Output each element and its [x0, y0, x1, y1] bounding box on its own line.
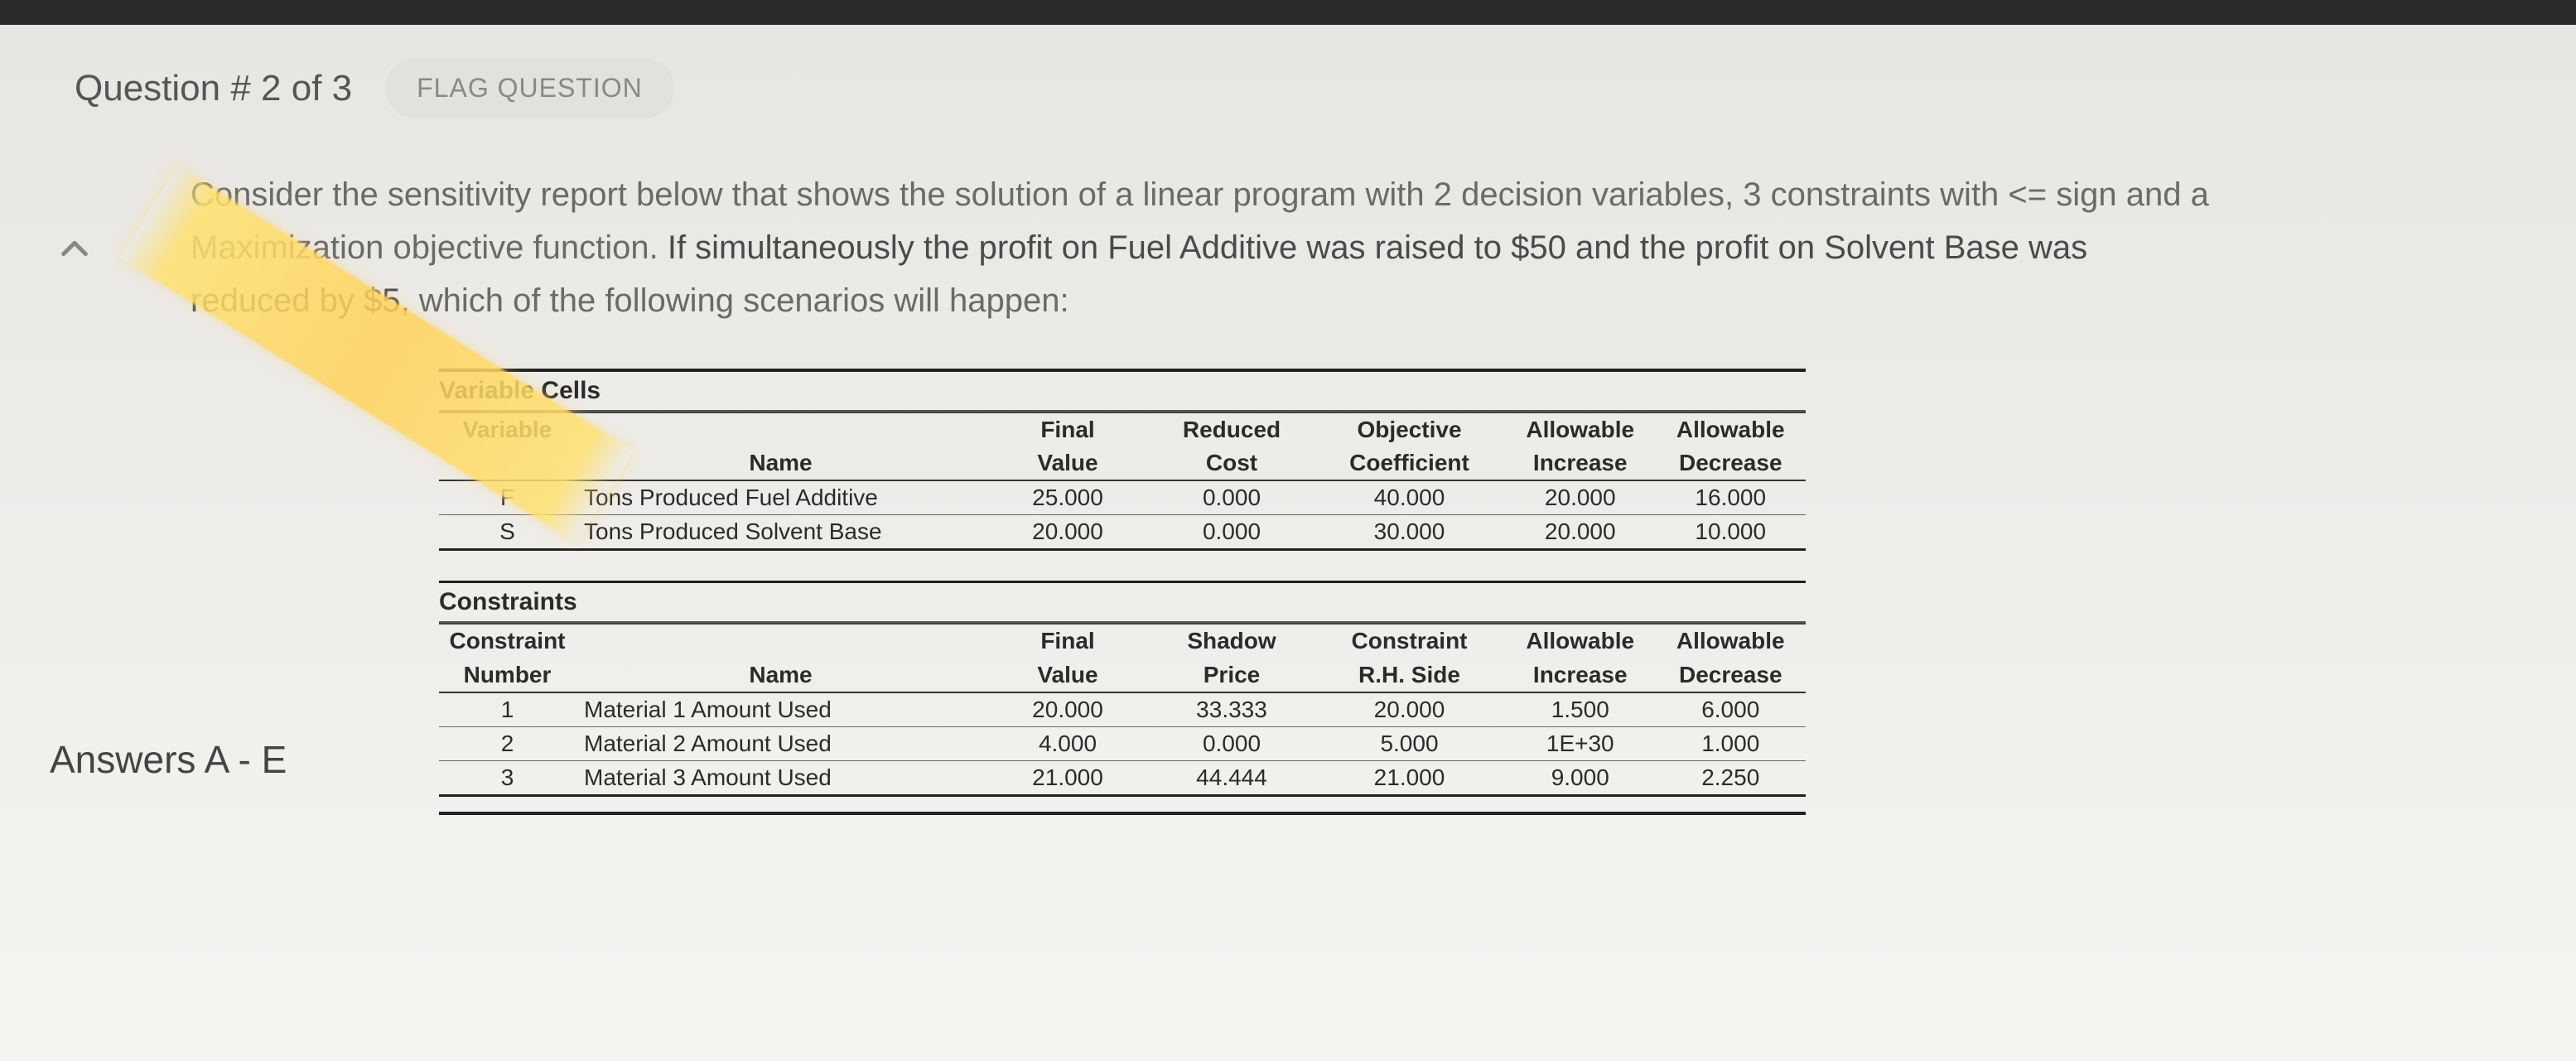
col-allow-dec: Allowable [1656, 624, 1807, 658]
table-row: 3 Material 3 Amount Used 21.000 44.444 2… [439, 760, 1806, 795]
flag-question-button[interactable]: FLAG QUESTION [385, 58, 674, 118]
question-header: Question # 2 of 3 FLAG QUESTION [75, 58, 2501, 118]
col-final: Final [986, 624, 1150, 658]
table-bottom-rule [439, 808, 1806, 815]
table-row: 1 Material 1 Amount Used 20.000 33.333 2… [439, 692, 1806, 727]
col-reduced: Reduced [1150, 412, 1314, 446]
variables-table: Variable Final Reduced Objective Allowab… [439, 412, 1806, 551]
col-final: Final [986, 412, 1150, 446]
col-shadow: Shadow [1150, 624, 1314, 658]
col-rhs: Constraint [1314, 624, 1505, 658]
col-name [576, 624, 986, 658]
col-allow-inc: Allowable [1505, 624, 1656, 658]
col-constraint-num: Constraint [439, 624, 576, 658]
prompt-block: Consider the sensitivity report below th… [191, 168, 2485, 815]
prompt-text: Consider the sensitivity report below th… [191, 168, 2485, 327]
chevron-up-icon[interactable] [58, 232, 91, 265]
question-number: Question # 2 of 3 [75, 68, 352, 109]
col-allow-inc: Allowable [1505, 412, 1656, 446]
section-title-constraints: Constraints [439, 581, 1806, 623]
sensitivity-report: Variable Cells Variable Final Reduced Ob… [439, 369, 1806, 815]
table-row: 2 Material 2 Amount Used 4.000 0.000 5.0… [439, 726, 1806, 760]
col-allow-dec: Allowable [1656, 412, 1807, 446]
section-title-variables: Variable Cells [439, 369, 1806, 412]
constraints-table: Constraint Final Shadow Constraint Allow… [439, 623, 1806, 796]
table-row: F Tons Produced Fuel Additive 25.000 0.0… [439, 480, 1806, 515]
col-name [576, 412, 986, 446]
page-root: Question # 2 of 3 FLAG QUESTION Consider… [0, 0, 2576, 815]
col-objective: Objective [1314, 412, 1505, 446]
answers-heading: Answers A - E [50, 737, 287, 782]
col-variable: Variable [439, 412, 576, 446]
table-row: S Tons Produced Solvent Base 20.000 0.00… [439, 515, 1806, 550]
